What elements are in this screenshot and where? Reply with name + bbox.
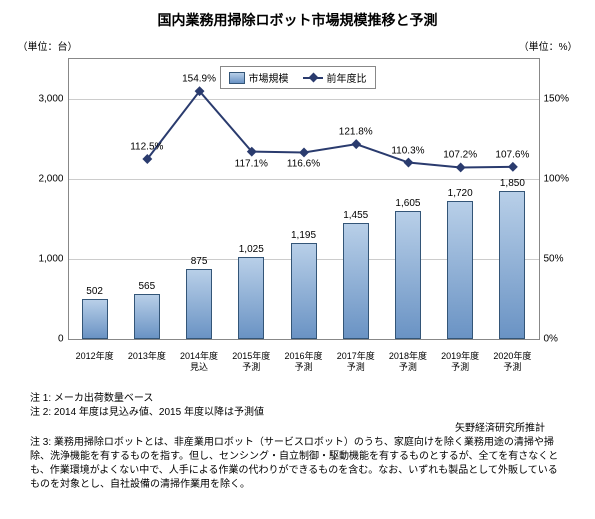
line-value-label: 107.2%: [443, 150, 477, 161]
y-left-tick: 2,000: [34, 174, 64, 185]
line-value-label: 116.6%: [287, 159, 320, 170]
line-value-label: 121.8%: [339, 127, 373, 138]
y-left-tick: 0: [34, 334, 64, 345]
y-left-tick: 1,000: [34, 254, 64, 265]
footnotes: 注 1: メーカ出荷数量ベース 注 2: 2014 年度は見込み値、2015 年…: [30, 392, 565, 492]
y-axis-right-unit: （単位：%）: [519, 38, 578, 53]
note-1: 注 1: メーカ出荷数量ベース: [30, 392, 565, 406]
x-category-label: 2015年度予測: [226, 351, 276, 373]
y-right-tick: 50%: [544, 254, 574, 265]
chart-container: （単位：台） （単位：%） 市場規模 前年度比 01,0002,0003,000…: [18, 38, 578, 378]
x-category-label: 2016年度予測: [279, 351, 329, 373]
x-category-label: 2020年度予測: [487, 351, 537, 373]
line-value-label: 154.9%: [182, 74, 216, 85]
line-value-label: 107.6%: [495, 149, 529, 160]
plot-area: 01,0002,0003,0000%50%100%150%5022012年度 5…: [68, 58, 540, 340]
chart-title: 国内業務用掃除ロボット市場規模推移と予測: [10, 10, 585, 30]
y-right-tick: 0%: [544, 334, 574, 345]
line-series: [69, 59, 539, 339]
x-category-label: 2012年度: [70, 351, 120, 373]
y-right-tick: 100%: [544, 174, 574, 185]
line-value-label: 117.1%: [235, 158, 268, 169]
y-axis-left-unit: （単位：台）: [18, 38, 78, 53]
line-value-label: 112.5%: [130, 142, 163, 153]
y-left-tick: 3,000: [34, 94, 64, 105]
x-category-label: 2018年度予測: [383, 351, 433, 373]
note-2: 注 2: 2014 年度は見込み値、2015 年度以降は予測値: [30, 406, 565, 420]
note-3: 注 3: 業務用掃除ロボットとは、非産業用ロボット（サービスロボット）のうち、家…: [30, 436, 565, 492]
x-category-label: 2017年度予測: [331, 351, 381, 373]
line-value-label: 110.3%: [391, 145, 424, 156]
x-category-label: 2014年度見込: [174, 351, 224, 373]
x-category-label: 2013年度: [122, 351, 172, 373]
y-right-tick: 150%: [544, 94, 574, 105]
x-category-label: 2019年度予測: [435, 351, 485, 373]
source-credit: 矢野経済研究所推計: [30, 422, 545, 436]
